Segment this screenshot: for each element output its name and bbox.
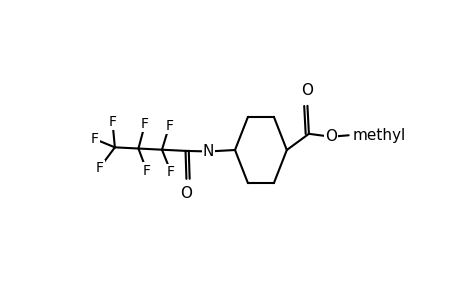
Text: F: F: [165, 118, 173, 133]
Text: F: F: [95, 161, 103, 175]
Text: O: O: [325, 129, 336, 144]
Text: methyl: methyl: [352, 128, 405, 143]
Text: O: O: [301, 82, 313, 98]
Text: F: F: [140, 117, 149, 131]
Text: N: N: [202, 144, 214, 159]
Text: F: F: [142, 164, 151, 178]
Text: O: O: [180, 186, 192, 201]
Text: F: F: [167, 165, 174, 179]
Text: F: F: [108, 115, 116, 129]
Text: F: F: [90, 132, 99, 146]
